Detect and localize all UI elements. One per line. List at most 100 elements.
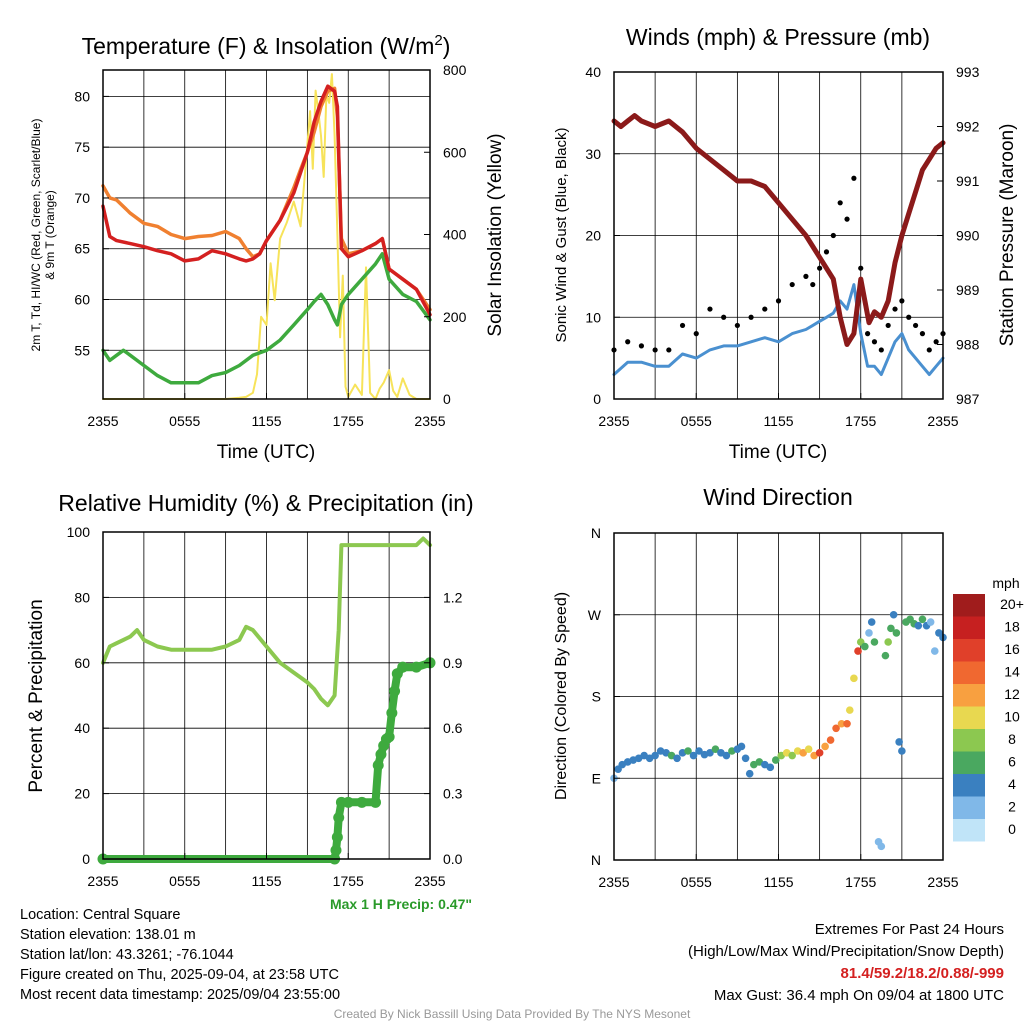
direction-point (914, 621, 923, 630)
x-tick-label: 2355 (87, 413, 118, 429)
gust-point (707, 306, 713, 312)
y2-tick-label: 0.3 (443, 786, 463, 802)
gust-point (762, 306, 768, 312)
winds-xlabel: Time (UTC) (729, 442, 828, 463)
gust-point (858, 265, 864, 271)
y-tick-label: 100 (67, 524, 91, 540)
x-tick-label: 1155 (251, 413, 281, 429)
colorbar-label-10: 10 (1004, 709, 1020, 725)
y-tick-label: 55 (74, 342, 90, 358)
info-latlon: Station lat/lon: 43.3261; -76.1044 (20, 947, 234, 963)
y2-tick-label: 0.9 (443, 655, 463, 671)
precipitation-point (372, 759, 384, 771)
direction-point (745, 769, 754, 778)
direction-ylabel: Direction (Colored By Speed) (553, 592, 570, 800)
y2-tick-label: 1.2 (443, 589, 463, 605)
gust-point (803, 273, 809, 279)
y-tick-label: 60 (74, 655, 90, 671)
colorbar-label-0: 0 (1008, 821, 1016, 837)
x-tick-label: 2355 (414, 873, 445, 889)
colorbar-swatch (953, 594, 985, 617)
x-tick-label: 2355 (927, 413, 958, 429)
y2-tick-label: 990 (956, 228, 980, 244)
gust-point (693, 331, 699, 337)
y-tick-label: 70 (74, 190, 90, 206)
colorbar-label: mph (992, 575, 1019, 591)
colorbar-label-6: 6 (1008, 754, 1016, 770)
extremes-values: 81.4/59.2/18.2/0.88/-999 (840, 965, 1004, 982)
gust-point (679, 322, 686, 329)
y2-tick-label: 800 (443, 62, 467, 78)
precipitation-point (389, 685, 401, 697)
direction-point (689, 751, 698, 760)
gust-point (892, 306, 898, 312)
winds-ylabel: Sonic Wind & Gust (Blue, Black) (553, 127, 570, 342)
humidity-title: Relative Humidity (%) & Precipitation (i… (58, 490, 473, 516)
colorbar-label-16: 16 (1004, 641, 1020, 657)
direction-title: Wind Direction (703, 484, 853, 510)
colorbar-swatch (953, 751, 985, 774)
solar-insolation-line (102, 73, 431, 400)
winds-ylabel-right: Station Pressure (Maroon) (997, 124, 1018, 347)
colorbar-label-18: 18 (1004, 619, 1020, 635)
direction-point (850, 674, 858, 683)
colorbar-swatch (953, 661, 985, 684)
direction-point (918, 615, 927, 624)
direction-point (766, 763, 775, 772)
y-tick-label: N (591, 525, 601, 541)
station-pressure-line (611, 113, 946, 347)
direction-point (887, 624, 895, 633)
direction-point (722, 751, 731, 760)
precipitation-point (330, 844, 342, 856)
direction-point (865, 629, 873, 637)
winds-title: Winds (mph) & Pressure (mb) (626, 24, 930, 50)
gust-point (748, 314, 754, 320)
y2-tick-label: 600 (443, 144, 467, 160)
extremes-title: Extremes For Past 24 Hours (814, 921, 1004, 938)
colorbar-label-4: 4 (1008, 776, 1016, 792)
y-tick-label: 0 (593, 391, 601, 407)
y-tick-label: 20 (74, 786, 90, 802)
temperature-series (101, 73, 432, 400)
y-tick-label: 30 (585, 146, 601, 162)
gust-point (625, 339, 631, 345)
y2-tick-label: 0 (443, 391, 451, 407)
direction-point (684, 747, 692, 755)
direction-point (771, 756, 780, 764)
direction-point (892, 629, 901, 637)
x-tick-label: 2355 (414, 413, 445, 429)
gust-point (912, 322, 919, 329)
colorbar-swatch (953, 796, 985, 819)
colorbar-label-14: 14 (1004, 664, 1020, 680)
humidity-ylabel: Percent & Precipitation (26, 599, 47, 792)
direction-point (799, 749, 807, 757)
colorbar-swatch (953, 706, 985, 729)
y2-tick-label: 987 (956, 391, 980, 407)
y-tick-label: 10 (585, 309, 601, 325)
direction-point (695, 747, 703, 755)
colorbar-label-8: 8 (1008, 731, 1016, 747)
direction-point (877, 842, 886, 851)
temperature-ylabel-line1: 2m T, Td, HI/WC (Red, Green, Scarlet/Blu… (29, 119, 43, 352)
colorbar-swatch (953, 684, 985, 707)
precipitation-point (386, 707, 398, 719)
y2-tick-label: 988 (956, 337, 980, 353)
gust-point (810, 281, 816, 288)
info-location: Location: Central Square (20, 907, 181, 923)
y2-tick-label: 992 (956, 119, 980, 135)
direction-point (673, 754, 681, 763)
precipitation-point (356, 796, 368, 808)
info-created: Figure created on Thu, 2025-09-04, at 23… (20, 967, 339, 983)
x-tick-label: 1155 (763, 874, 793, 890)
temperature-title: Temperature (F) & Insolation (W/m2) (82, 32, 451, 59)
direction-point (889, 610, 898, 619)
y-tick-label: 80 (74, 589, 90, 605)
winds-panel: Winds (mph) & Pressure (mb) 2355 0555 1155… (553, 24, 1018, 463)
gust-point (830, 232, 836, 239)
direction-point (895, 738, 903, 746)
direction-grid (614, 533, 943, 860)
winds-series (611, 113, 946, 376)
x-tick-label: 2355 (927, 874, 958, 890)
direction-point (711, 745, 720, 753)
